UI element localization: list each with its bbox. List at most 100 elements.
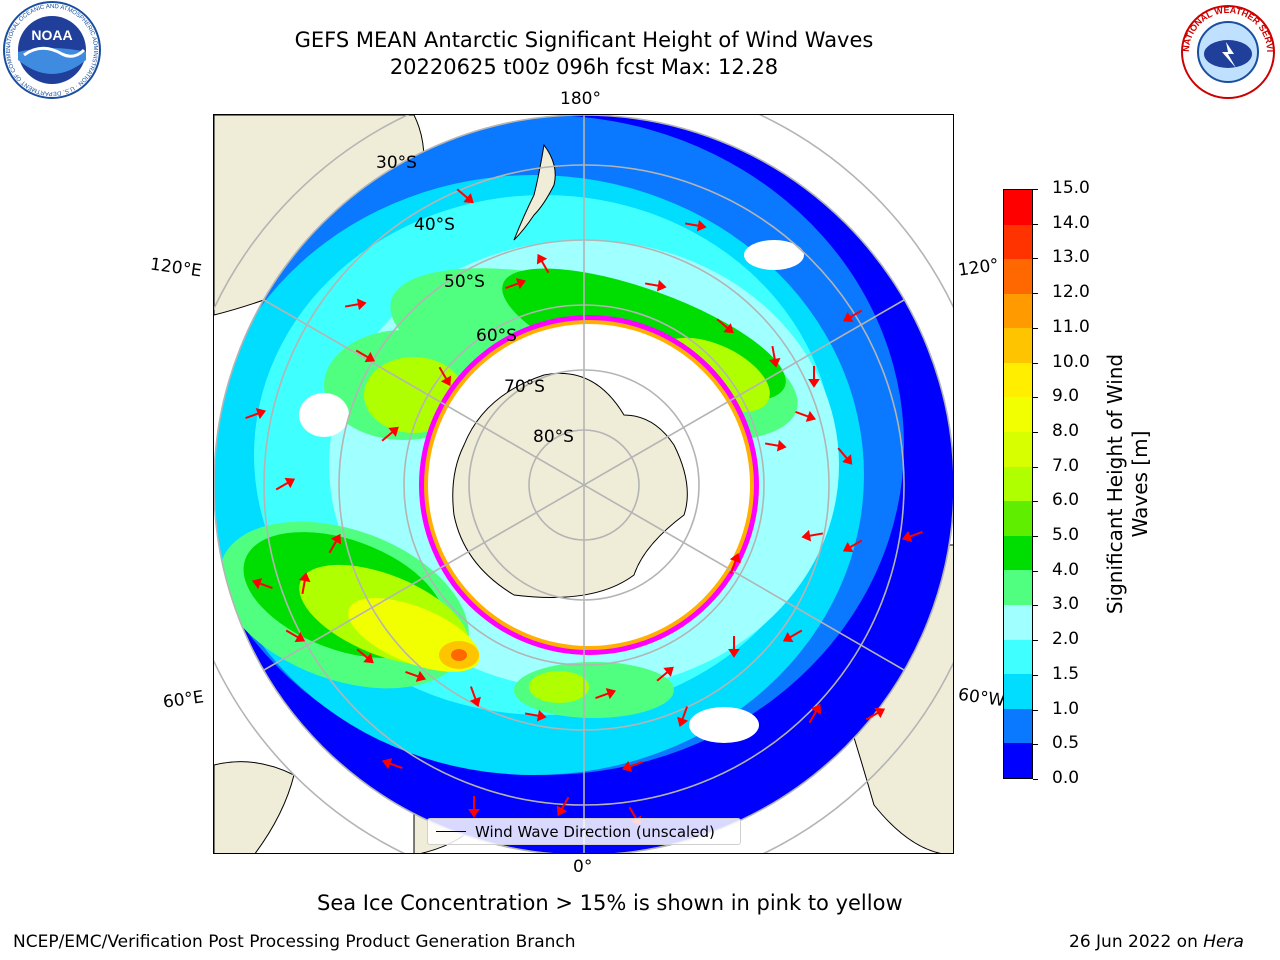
colorbar-tick (1033, 744, 1038, 746)
colorbar-tick (1033, 327, 1038, 329)
colorbar-segment (1004, 570, 1032, 606)
lat-label-40s: 40°S (414, 215, 455, 235)
colorbar-tick (1033, 570, 1038, 572)
colorbar-tick (1033, 362, 1038, 364)
colorbar-tick (1033, 501, 1038, 503)
map-title: GEFS MEAN Antarctic Significant Height o… (294, 28, 874, 52)
legend-line-icon (436, 830, 466, 833)
wave-arrow (842, 309, 863, 323)
colorbar-segment (1004, 674, 1032, 709)
map-legend: Wind Wave Direction (unscaled) (427, 818, 741, 845)
colorbar-tick (1033, 779, 1038, 780)
wave-arrow (438, 366, 452, 387)
land-antarctica (452, 372, 688, 598)
colorbar-segment (1004, 605, 1032, 640)
wave-arrow (901, 530, 923, 542)
colorbar-tick-label: 4.0 (1052, 559, 1080, 580)
lon-label-120e: 120°E (148, 254, 203, 282)
lon-label-0: 0° (573, 857, 593, 877)
wave-arrow (865, 707, 886, 721)
wave-arrow (656, 666, 674, 682)
lat-label-30s: 30°S (376, 153, 417, 173)
colorbar-tick-label: 6.0 (1052, 490, 1080, 511)
colorbar-tick-label: 15.0 (1052, 178, 1090, 198)
lat-label-80s: 80°S (533, 427, 574, 447)
colorbar-segment (1004, 708, 1032, 744)
colorbar-tick (1033, 223, 1038, 225)
colorbar-label: Significant Height of Wind Waves [m] (1103, 353, 1152, 615)
colorbar-tick-label: 0.0 (1052, 768, 1080, 788)
colorbar-segment (1004, 639, 1032, 675)
colorbar-tick-label: 0.5 (1052, 733, 1080, 754)
wave-arrow (729, 552, 741, 574)
wave-arrow (808, 366, 820, 388)
colorbar-tick-label: 12.0 (1052, 282, 1090, 303)
colorbar-segment (1004, 362, 1032, 398)
colorbar-segment (1004, 224, 1032, 260)
colorbar-segment (1004, 397, 1032, 433)
wave-arrow (251, 578, 273, 590)
wave-arrow (728, 636, 740, 658)
colorbar-tick-label: 11.0 (1052, 316, 1090, 337)
colorbar-segment (1004, 743, 1032, 778)
wave-arrow (621, 760, 643, 772)
wave-arrow (677, 706, 689, 728)
wave-arrow (536, 253, 550, 274)
colorbar-segment (1004, 501, 1032, 536)
colorbar-segment (1004, 535, 1032, 571)
land-africa (214, 761, 295, 853)
wave-arrow (285, 629, 306, 643)
colorbar-tick (1033, 640, 1038, 642)
legend-label: Wind Wave Direction (unscaled) (475, 822, 715, 841)
wave-arrow (716, 318, 734, 334)
colorbar-tick (1033, 536, 1038, 538)
colorbar-tick-label: 1.0 (1052, 698, 1080, 719)
wave-arrow (842, 539, 863, 553)
wave-arrow (795, 410, 817, 422)
wave-arrow (328, 533, 342, 554)
wave-arrow (644, 279, 667, 292)
wave-arrow (469, 686, 481, 708)
wave-arrow (456, 188, 474, 204)
wave-arrow (298, 572, 311, 595)
wave-arrow (524, 709, 547, 722)
colorbar-segment (1004, 293, 1032, 329)
colorbar-tick-label: 3.0 (1052, 594, 1080, 615)
wave-arrow (782, 629, 803, 643)
colorbar-tick (1033, 605, 1038, 607)
wave-arrow (405, 670, 427, 682)
wave-arrow (595, 688, 617, 700)
wave-direction-arrows (245, 188, 923, 827)
footer-credit: NCEP/EMC/Verification Post Processing Pr… (13, 932, 576, 952)
footer-date: 26 Jun 2022 on Hera (1069, 932, 1244, 952)
colorbar-tick-label: 7.0 (1052, 455, 1080, 476)
colorbar-segment (1004, 466, 1032, 502)
lon-label-60w: 60°W (956, 684, 1007, 712)
wave-arrow (801, 529, 824, 542)
wave-arrow (381, 758, 403, 770)
wave-arrow (275, 477, 296, 491)
colorbar-tick (1033, 258, 1038, 260)
colorbar-tick-label: 1.5 (1052, 663, 1080, 684)
wave-arrow (505, 278, 527, 290)
noaa-logo: NOAA NATIONAL OCEANIC AND ATMOSPHERIC AD… (0, 0, 102, 100)
footer-date-text: 26 Jun 2022 on (1069, 932, 1198, 952)
colorbar-tick-label: 8.0 (1052, 420, 1080, 441)
nws-logo: NATIONAL WEATHER SERVICE (1175, 0, 1278, 102)
colorbar-tick-label: 2.0 (1052, 629, 1080, 650)
sea-ice-note: Sea Ice Concentration > 15% is shown in … (317, 891, 903, 915)
graticule (214, 115, 953, 853)
lon-label-180: 180° (560, 89, 601, 109)
colorbar-tick (1033, 466, 1038, 468)
colorbar-segment (1004, 432, 1032, 467)
lon-label-120w: 120° (956, 255, 1001, 281)
colorbar-tick (1033, 293, 1038, 295)
colorbar-tick-label: 14.0 (1052, 212, 1090, 233)
colorbar-segment (1004, 259, 1032, 294)
colorbar (1003, 189, 1033, 779)
colorbar-tick (1033, 189, 1038, 190)
lat-label-70s: 70°S (504, 377, 545, 397)
colorbar-tick-label: 5.0 (1052, 525, 1080, 546)
wave-arrow (245, 408, 267, 420)
footer-machine: Hera (1203, 932, 1244, 952)
